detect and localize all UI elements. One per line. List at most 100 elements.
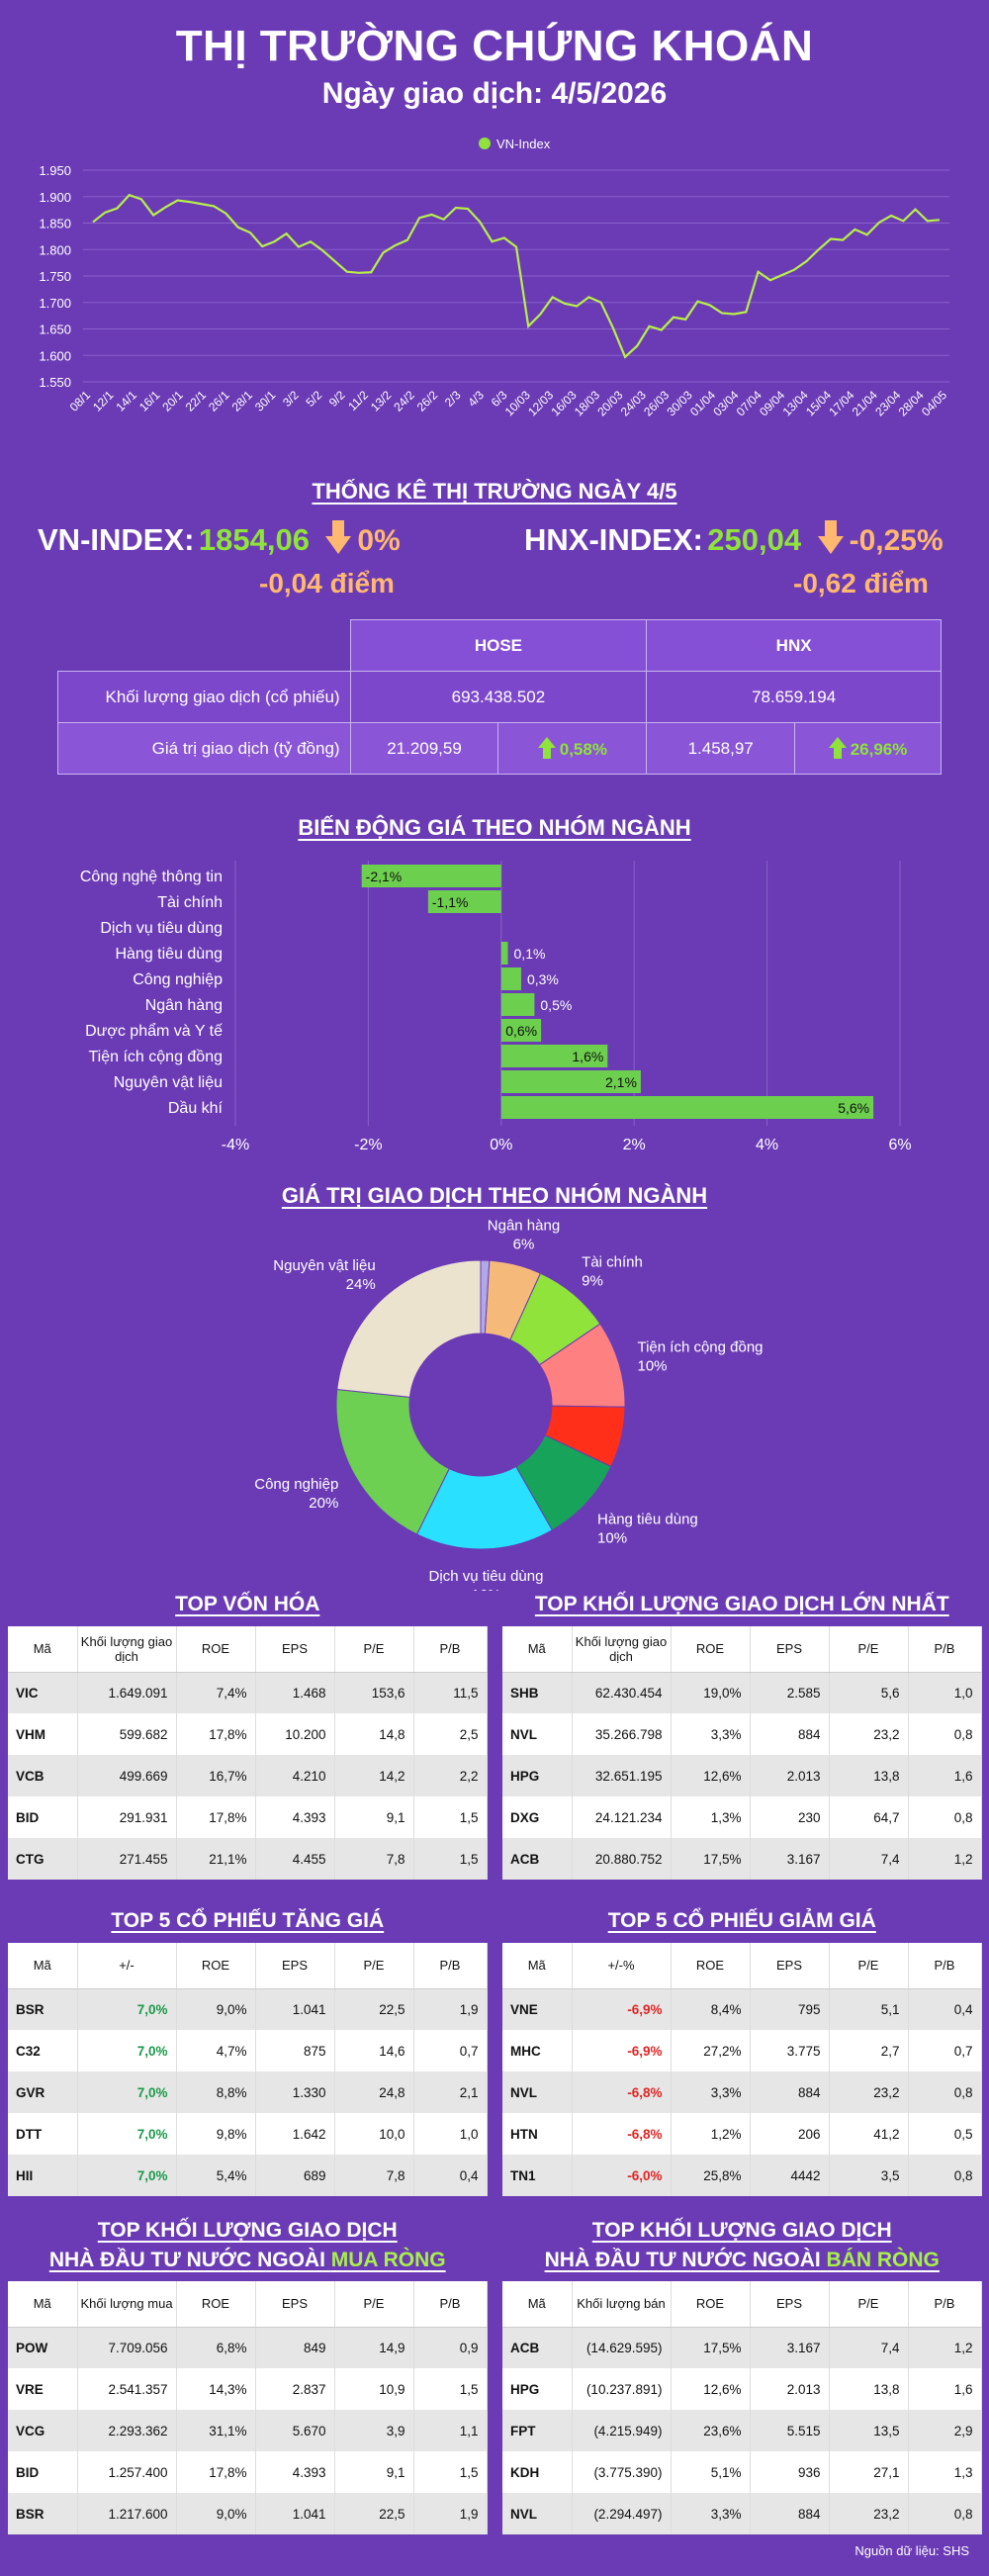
category-label: Công nghệ thông tin [80,869,223,885]
column-header: P/E [829,1943,909,1989]
table-row: ACB 20.880.752 17,5% 3.167 7,4 1,2 [502,1838,982,1880]
hnxindex-points: -0,62 điểm [793,568,929,598]
table-title: TOP KHỐI LƯỢNG GIAO DỊCH LỚN NHẤT [534,1593,949,1615]
table-cell: TN1 [502,2155,573,2196]
table-cell: 17,5% [671,1838,751,1880]
table-cell: C32 [8,2030,78,2071]
table-cell: VNE [502,1988,573,2030]
vnindex-name: VN-INDEX: [38,522,195,557]
table-cell: 7,0% [77,2113,177,2155]
table-title: TOP VỐN HÓA [175,1593,320,1615]
x-tick-label: 24/03 [618,388,649,418]
table-cell: 2,9 [908,2410,982,2451]
table-cell: 41,2 [829,2113,909,2155]
bar [500,967,521,990]
table-row: ACB (14.629.595) 17,5% 3.167 7,4 1,2 [502,2327,982,2368]
x-tick-label: 0% [490,1137,512,1153]
table-row: NVL (2.294.497) 3,3% 884 23,2 0,8 [502,2493,982,2534]
top-losers-block: TOP 5 CỔ PHIẾU GIẢM GIÁ Mã +/-% ROE EPS P/E P… [502,1909,982,2196]
table-cell: 64,7 [829,1796,909,1838]
table-cell: 32.651.195 [572,1755,672,1796]
table-cell: 0,7 [908,2030,982,2071]
table-cell: 7,8 [334,2155,414,2196]
table-cell: 1,6 [908,1755,982,1796]
table-cell: 2,1 [413,2071,488,2113]
table-cell: DXG [502,1796,573,1838]
table-cell: (10.237.891) [572,2368,672,2410]
donut-slice [335,1388,450,1535]
table-cell: 12,6% [671,2368,751,2410]
table-cell: 3,5 [829,2155,909,2196]
table-cell: 1,2 [908,2327,982,2368]
table-cell: 291.931 [77,1796,177,1838]
category-label: Hàng tiêu dùng [115,946,223,963]
table-header-row: Mã +/- ROE EPS P/E P/B [8,1943,488,1989]
table-row: TN1 -6,0% 25,8% 4442 3,5 0,8 [502,2155,982,2196]
table-cell: 35.266.798 [572,1713,672,1755]
stats-title: THỐNG KÊ THỊ TRƯỜNG NGÀY 4/5 [312,479,677,504]
table-cell: 2.013 [750,1755,830,1796]
hnxindex-block: HNX-INDEX: 250,04 -0,25% -0,62 điểm [524,520,944,598]
x-tick-label: 2/3 [442,388,464,410]
vnindex-line-chart: 1.550 1.600 1.650 1.700 1.750 1.800 1.850 1.900… [39,137,949,418]
x-tick-label: 16/03 [549,388,580,418]
bar-value-label: -2,1% [366,869,403,884]
x-tick-label: 04/05 [919,388,949,418]
column-header: +/-% [572,1943,672,1989]
table-cell: 10,9 [334,2368,414,2410]
table-cell: 599.682 [77,1713,177,1755]
table-cell: (2.294.497) [572,2493,672,2534]
table-cell: 206 [750,2113,830,2155]
x-tick-label: 20/03 [594,388,625,418]
table-cell: 9,0% [176,2493,256,2534]
foreign-sell-block: TOP KHỐI LƯỢNG GIAO DỊCH NHÀ ĐẦU TƯ NƯỚC… [502,2216,982,2534]
table-cell: 1.642 [255,2113,335,2155]
donut-slice [415,1465,554,1550]
donut-slice [336,1259,482,1398]
table-row: VNE -6,9% 8,4% 795 5,1 0,4 [502,1988,982,2030]
table-cell: 3,3% [671,2493,751,2534]
column-header: P/B [413,1943,488,1989]
table-cell: 0,8 [908,2493,982,2534]
category-label: Tài chính [157,894,223,911]
vnindex-pct: 0% [357,524,401,557]
table-row: CTG 271.455 21,1% 4.455 7,8 1,5 [8,1838,488,1880]
x-tick-label: 15/04 [803,388,834,418]
table-header-row: Mã +/-% ROE EPS P/E P/B [502,1943,982,1989]
table-row: BID 291.931 17,8% 4.393 9,1 1,5 [8,1796,488,1838]
table-row: SHB 62.430.454 19,0% 2.585 5,6 1,0 [502,1672,982,1713]
table-cell: ACB [502,1838,573,1880]
top-losers-table: Mã +/-% ROE EPS P/E P/B VNE -6,9% 8,4% 795 5,1 0,4 M… [502,1943,982,2196]
table-cell: 9,1 [334,1796,414,1838]
x-tick-label: 5/2 [303,388,324,410]
sector-bar-chart: -4% -2% 0% 2% 4% 6% Công nghệ thông tin -2,1% Tà… [80,861,912,1153]
x-tick-label: 08/1 [67,388,94,414]
category-label: Nguyên vật liệu [114,1074,223,1091]
x-tick-label: 26/2 [414,388,441,414]
table-row: NVL -6,8% 3,3% 884 23,2 0,8 [502,2071,982,2113]
foreign-buy-block: TOP KHỐI LƯỢNG GIAO DỊCH NHÀ ĐẦU TƯ NƯỚC… [8,2216,488,2534]
col-hnx: HNX [646,619,942,672]
table-cell: 3.167 [750,2327,830,2368]
hose-volume: 693.438.502 [349,671,648,723]
table-cell: 1,0 [908,1672,982,1713]
hnx-value: 1.458,97 [646,722,796,775]
table-cell: 0,8 [908,2155,982,2196]
table-cell: 2,5 [413,1713,488,1755]
vnindex-points: -0,04 điểm [259,568,395,598]
table-cell: (4.215.949) [572,2410,672,2451]
table-cell: 17,5% [671,2327,751,2368]
column-header: EPS [750,1626,830,1673]
table-cell: 27,2% [671,2030,751,2071]
column-header: P/B [908,1943,982,1989]
table-cell: 875 [255,2030,335,2071]
table-cell: 1.217.600 [77,2493,177,2534]
table-row: DXG 24.121.234 1,3% 230 64,7 0,8 [502,1796,982,1838]
table-cell: 1,0 [413,2113,488,2155]
table-row: VCG 2.293.362 31,1% 5.670 3,9 1,1 [8,2410,488,2451]
table-cell: 27,1 [829,2451,909,2493]
table-cell: 25,8% [671,2155,751,2196]
x-tick-label: 12/03 [525,388,556,418]
table-row: GVR 7,0% 8,8% 1.330 24,8 2,1 [8,2071,488,2113]
column-header: P/B [908,1626,982,1673]
